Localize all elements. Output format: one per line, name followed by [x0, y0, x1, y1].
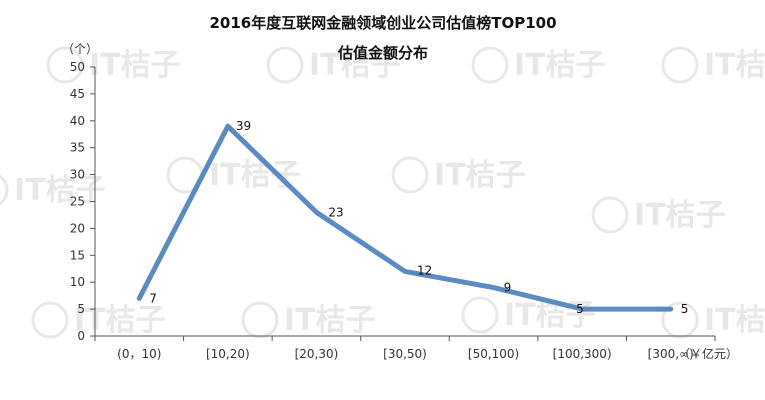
watermark-text: IT桔子 — [74, 303, 166, 338]
watermark-logo-icon — [391, 156, 429, 194]
x-tick-label: (0，10) — [117, 347, 161, 361]
watermark-text: IT桔子 — [504, 298, 596, 333]
x-tick-label: [300,∞) — [648, 347, 694, 361]
watermark-logo-icon — [661, 301, 699, 339]
y-tick-label: 10 — [70, 275, 85, 289]
data-label: 5 — [576, 302, 584, 316]
y-tick-label: 5 — [77, 302, 85, 316]
watermark-logo-icon — [591, 196, 629, 234]
chart-subtitle: 估值金额分布 — [337, 44, 428, 62]
watermark-text: IT桔子 — [89, 48, 181, 83]
watermark-text: IT桔子 — [704, 303, 765, 338]
x-tick-label: [20,30) — [295, 347, 339, 361]
data-label: 23 — [328, 205, 343, 219]
y-tick-label: 15 — [70, 248, 85, 262]
watermark-logo-icon — [0, 174, 9, 206]
watermarks: IT桔子 IT桔子 IT桔子 IT桔子 IT桔子 IT桔子 IT桔子 IT桔子 IT桔子 IT桔子… — [0, 46, 765, 339]
y-ticks: 0 5 10 15 20 25 30 35 40 45 50 — [70, 60, 95, 343]
watermark-logo-icon — [241, 301, 279, 339]
y-tick-label: 35 — [70, 141, 85, 155]
x-tick-label: [50,100) — [468, 347, 519, 361]
watermark-text: IT桔子 — [14, 173, 106, 208]
y-tick-label: 50 — [70, 60, 85, 74]
y-tick-label: 30 — [70, 168, 85, 182]
series-line — [136, 123, 674, 312]
x-axis-label: （￥亿元） — [678, 346, 738, 361]
data-label: 12 — [417, 263, 432, 277]
watermark-text: IT桔子 — [704, 48, 765, 83]
watermark-logo-icon — [31, 301, 69, 339]
data-label: 7 — [149, 291, 157, 305]
watermark-text: IT桔子 — [209, 158, 301, 193]
y-tick-label: 20 — [70, 221, 85, 235]
x-ticks: (0，10) [10,20) [20,30) [30,50) [50,100) [100,… — [94, 336, 716, 361]
watermark-text: IT桔子 — [634, 198, 726, 233]
watermark-text: IT桔子 — [434, 158, 526, 193]
x-tick-label: [30,50) — [383, 347, 427, 361]
watermark-text: IT桔子 — [284, 303, 376, 338]
data-label: 39 — [236, 119, 251, 133]
data-label: 5 — [681, 302, 689, 316]
watermark-logo-icon — [461, 296, 499, 334]
y-tick-label: 0 — [77, 329, 85, 343]
x-tick-label: [10,20) — [206, 347, 250, 361]
x-tick-label: [100,300) — [553, 347, 612, 361]
y-tick-label: 45 — [70, 87, 85, 101]
watermark-text: IT桔子 — [309, 48, 401, 83]
chart-title: 2016年度互联网金融领域创业公司估值榜TOP100 — [209, 14, 556, 32]
data-label: 9 — [504, 281, 512, 295]
watermark-logo-icon — [661, 46, 699, 84]
watermark-logo-icon — [46, 46, 84, 84]
watermark-logo-icon — [266, 46, 304, 84]
y-axis-label: （个） — [62, 42, 98, 56]
watermark-text: IT桔子 — [514, 48, 606, 83]
watermark-logo-icon — [471, 46, 509, 84]
y-tick-label: 25 — [70, 195, 85, 209]
data-labels: 7 39 23 12 9 5 5 — [149, 119, 688, 316]
y-tick-label: 40 — [70, 114, 85, 128]
